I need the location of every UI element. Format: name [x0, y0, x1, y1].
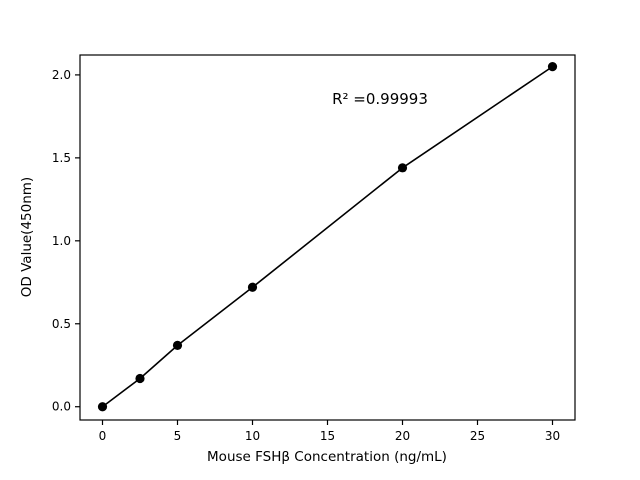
data-point	[247, 282, 258, 292]
data-point	[135, 373, 145, 384]
x-tick-label: 25	[470, 429, 485, 443]
x-axis-label: Mouse FSHβ Concentration (ng/mL)	[207, 449, 447, 465]
y-tick-label: 2.0	[52, 68, 71, 82]
y-tick-label: 1.5	[52, 151, 71, 165]
y-tick-label: 0.0	[52, 400, 71, 414]
data-point	[97, 402, 108, 412]
x-tick-label: 20	[395, 429, 410, 443]
x-tick-label: 15	[320, 429, 335, 443]
x-tick-label: 0	[99, 429, 107, 443]
data-point	[397, 163, 408, 173]
y-axis-label: OD Value(450nm)	[19, 177, 35, 297]
axis-ticks: 0 5 10 15 20 25 30 0.0 0.5 1.0 1.5 2.0	[52, 68, 560, 443]
x-tick-label: 30	[545, 429, 560, 443]
y-tick-label: 1.0	[52, 234, 71, 248]
x-tick-label: 10	[245, 429, 260, 443]
x-tick-label: 5	[174, 429, 182, 443]
data-point	[172, 340, 183, 350]
y-tick-label: 0.5	[52, 317, 71, 331]
r-squared-annotation: R² =0.99993	[332, 90, 428, 108]
fit-line	[101, 65, 554, 408]
data-point	[547, 62, 558, 72]
data-series	[97, 62, 558, 412]
